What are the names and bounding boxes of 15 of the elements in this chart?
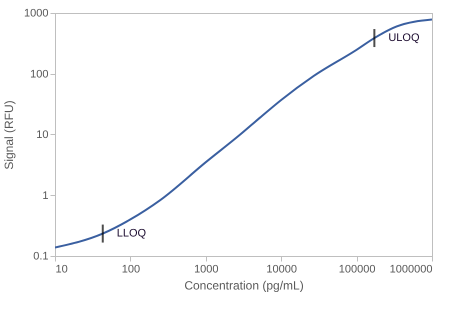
y-tick-label: 1000 [24,8,48,20]
x-axis-title: Concentration (pg/mL) [184,278,304,292]
x-tick-label: 100 [122,264,140,276]
y-tick-label: 10 [36,129,48,141]
annotation: LLOQ [116,228,147,240]
annotation: ULOQ [388,32,420,44]
y-tick-label: 0.1 [33,250,48,262]
y-axis-title: Signal (RFU) [2,100,16,170]
y-tick-label: 100 [30,68,48,80]
x-tick-label: 100000 [338,264,376,276]
x-tick-label: 1000000 [390,264,432,276]
x-tick-label: 1000 [194,264,219,276]
x-tick-label: 10 [56,264,68,276]
y-tick-label: 1 [42,190,48,202]
x-tick-label: 10000 [266,264,297,276]
